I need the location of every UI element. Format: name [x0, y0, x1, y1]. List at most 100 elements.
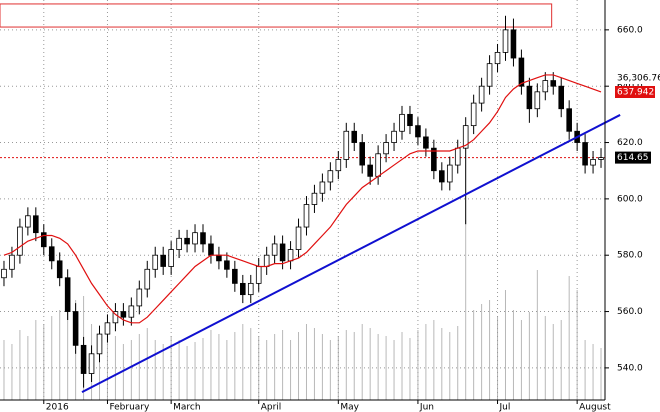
y-tick-label: 560.0: [617, 307, 643, 317]
candle-body: [279, 243, 286, 262]
volume-bar: [520, 320, 522, 400]
candle-body: [160, 254, 166, 267]
volume-bar: [489, 300, 491, 400]
x-tick-label: Jun: [419, 403, 434, 412]
candle-body: [319, 181, 326, 194]
volume-bar: [345, 330, 347, 400]
candle-body: [550, 80, 557, 87]
volume-bar: [122, 344, 124, 400]
volume-bar: [114, 336, 116, 400]
volume-label: 36,306.76: [617, 74, 660, 84]
candle-body: [208, 243, 214, 256]
volume-bar: [552, 324, 554, 400]
candle-body: [598, 157, 604, 160]
ma-tag: [615, 85, 655, 98]
volume-bar: [377, 334, 379, 400]
candle-body: [462, 125, 469, 149]
volume-bar: [210, 330, 212, 400]
x-tick-label: March: [173, 403, 200, 412]
candle-body: [271, 243, 278, 256]
candle-body: [526, 85, 533, 110]
volume-bar: [274, 334, 276, 400]
candle-body: [80, 344, 87, 374]
volume-bar: [27, 336, 29, 400]
volume-bar: [361, 324, 363, 400]
candle-body: [582, 142, 588, 166]
volume-bar: [162, 344, 164, 400]
candle-body: [327, 170, 334, 183]
volume-bar: [51, 316, 53, 400]
volume-bar: [313, 328, 315, 400]
volume-bar: [298, 332, 300, 400]
candle-body: [104, 322, 111, 335]
candle-body: [120, 311, 127, 318]
volume-bar: [99, 330, 101, 400]
candle-body: [247, 282, 254, 296]
candle-body: [168, 249, 174, 267]
candle-body: [454, 147, 461, 166]
volume-bar: [290, 340, 292, 400]
y-tick-label: 660.0: [617, 25, 643, 35]
candle-body: [287, 249, 294, 262]
candle-body: [343, 130, 350, 160]
volume-bar: [282, 330, 284, 400]
candle-body: [375, 153, 381, 177]
volume-bar: [250, 328, 252, 400]
candle-body: [255, 266, 262, 284]
volume-bar: [154, 340, 156, 400]
volume-bar: [544, 316, 546, 400]
candle-body: [96, 333, 103, 355]
candle-body: [502, 29, 509, 53]
candle-body: [88, 353, 95, 374]
candle-body: [136, 288, 143, 307]
y-tick-label: 540.0: [617, 363, 643, 373]
candle-body: [510, 29, 517, 59]
volume-bar: [481, 304, 483, 400]
resistance-zone: [0, 3, 553, 28]
volume-bar: [385, 336, 387, 400]
volume-bar: [321, 334, 323, 400]
volume-bar: [465, 220, 467, 400]
moving-average: [3, 74, 602, 324]
volume-bar: [138, 334, 140, 400]
candle-body: [240, 282, 246, 296]
candle-body: [399, 113, 405, 132]
candle-body: [33, 215, 39, 234]
volume-bar: [600, 348, 602, 400]
candle-body: [9, 254, 15, 270]
candle-body: [112, 311, 119, 324]
candle-body: [64, 277, 71, 312]
volume-bar: [3, 340, 5, 400]
ma-label: 637.942: [617, 87, 654, 97]
volume-tag: [615, 72, 660, 84]
candle-body: [311, 192, 318, 205]
candle-body: [144, 268, 151, 290]
volume-bar: [353, 332, 355, 400]
volume-bar: [11, 344, 13, 400]
candle-body: [192, 232, 198, 245]
candle-body: [534, 91, 541, 110]
candle-body: [176, 237, 182, 250]
volume-bar: [130, 340, 132, 400]
trendline: [81, 114, 621, 394]
candle-body: [407, 113, 413, 127]
volume-bar: [106, 340, 108, 400]
volume-bar: [433, 320, 435, 400]
y-tick-label: 600.0: [617, 194, 643, 204]
volume-bar: [35, 320, 37, 400]
candle-body: [367, 164, 373, 177]
volume-bar: [242, 324, 244, 400]
volume-bar: [186, 346, 188, 400]
volume-bar: [369, 328, 371, 400]
candle-body: [184, 237, 190, 245]
volume-bar: [425, 324, 427, 400]
candle-body: [25, 215, 31, 228]
volume-bar: [194, 342, 196, 400]
candle-body: [263, 254, 270, 267]
candle-body: [152, 254, 159, 270]
volume-bar: [568, 276, 570, 400]
candle-body: [446, 164, 453, 183]
candle-body: [40, 232, 47, 248]
x-tick-label: May: [340, 403, 359, 412]
